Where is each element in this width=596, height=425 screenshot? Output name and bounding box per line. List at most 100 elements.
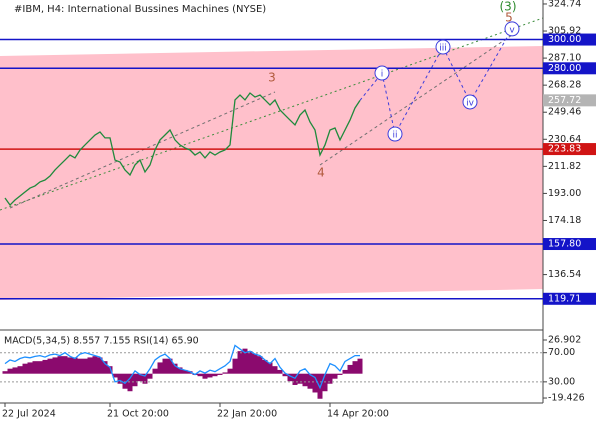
macd-bar: [102, 361, 108, 374]
macd-bar: [137, 373, 143, 382]
macd-bar: [2, 371, 8, 374]
macd-bar: [182, 369, 188, 374]
macd-bar: [122, 373, 128, 389]
level-label: 280.00: [548, 63, 581, 74]
macd-bar: [12, 367, 18, 374]
macd-bar: [237, 351, 243, 374]
macd-bar: [22, 363, 28, 374]
y-tick-label: 249.46: [548, 107, 581, 118]
macd-bar: [312, 373, 318, 393]
macd-bar: [37, 361, 43, 374]
wave-label: iv: [466, 98, 475, 108]
macd-bar: [172, 363, 178, 374]
macd-bar: [92, 356, 98, 374]
trend-line: [319, 34, 513, 166]
macd-bar: [162, 358, 168, 374]
macd-bar: [157, 362, 163, 374]
macd-bar: [147, 373, 153, 379]
price-tag: [543, 94, 596, 107]
wave-marker: [374, 65, 390, 81]
macd-bar: [42, 359, 48, 374]
macd-bar: [302, 373, 308, 387]
wave-label: v: [509, 25, 515, 35]
wave-label: 4: [317, 165, 325, 179]
macd-bar: [277, 369, 283, 374]
macd-bar: [82, 358, 88, 374]
macd-bar: [347, 364, 353, 374]
rsi-line: [4, 344, 360, 390]
macd-bar: [107, 366, 113, 374]
macd-bar: [322, 373, 328, 392]
macd-bar: [7, 368, 13, 374]
macd-bar: [287, 373, 293, 382]
level-label: 119.71: [548, 293, 581, 304]
macd-bar: [352, 361, 358, 374]
level-label: 223.83: [548, 144, 581, 155]
macd-bar: [117, 373, 123, 384]
macd-bar: [167, 358, 173, 374]
wave-label: 5: [505, 10, 513, 24]
macd-bar: [47, 358, 53, 374]
macd-bar: [242, 348, 248, 374]
price-label: 257.72: [548, 95, 581, 106]
macd-bar: [17, 366, 23, 374]
price-line: [4, 92, 361, 207]
level-tag: [543, 238, 596, 251]
macd-bar: [342, 369, 348, 374]
macd-bar: [217, 373, 223, 375]
x-tick-label: 21 Oct 20:00: [107, 409, 169, 420]
level-tag: [543, 62, 596, 75]
wave-label: (3): [500, 0, 517, 14]
macd-bar: [247, 351, 253, 374]
y-tick-label: 211.82: [548, 161, 581, 172]
level-label: 157.80: [548, 239, 581, 250]
x-tick-label: 22 Jul 2024: [2, 409, 56, 420]
macd-bar: [27, 362, 33, 374]
wave-marker: [435, 39, 451, 55]
macd-bar: [152, 368, 158, 374]
x-tick-label: 22 Jan 20:00: [217, 409, 277, 420]
macd-bar: [267, 362, 273, 374]
wave-label: ii: [392, 131, 397, 141]
y-tick-label: 305.92: [548, 26, 581, 37]
macd-bar: [292, 373, 298, 385]
macd-bar: [52, 357, 58, 374]
macd-bar: [297, 373, 303, 384]
macd-bar: [127, 373, 133, 392]
wave-marker: [387, 126, 403, 142]
macd-bar: [32, 361, 38, 374]
wave-label: iii: [439, 44, 447, 54]
macd-bar: [272, 366, 278, 374]
macd-bar: [252, 353, 258, 374]
wave-label: 3: [268, 70, 276, 84]
level-tag: [543, 292, 596, 305]
macd-bar: [187, 371, 193, 374]
macd-bar: [357, 358, 363, 374]
macd-bar: [177, 367, 183, 374]
macd-bar: [227, 368, 233, 374]
macd-bar: [262, 359, 268, 374]
y2-tick-label: 30.00: [548, 376, 575, 387]
y-tick-label: 193.00: [548, 188, 581, 199]
level-label: 300.00: [548, 34, 581, 45]
macd-bar: [337, 373, 343, 375]
macd-bar: [67, 357, 73, 374]
macd-bar: [77, 358, 83, 374]
macd-bar: [142, 373, 148, 384]
macd-bar: [212, 373, 218, 377]
macd-bar: [132, 373, 138, 387]
x-tick-label: 14 Apr 20:00: [327, 409, 389, 420]
wave-marker: [504, 21, 520, 37]
y-tick-label: -19.426: [548, 393, 585, 404]
level-tag: [543, 143, 596, 156]
y-tick-label: 324.74: [548, 0, 581, 9]
macd-bar: [232, 358, 238, 374]
y-tick-label: 230.64: [548, 134, 581, 145]
macd-bar: [62, 356, 68, 374]
wave-marker: [462, 94, 478, 110]
y-tick-label: 268.28: [548, 80, 581, 91]
macd-bar: [57, 356, 63, 374]
macd-bar: [97, 357, 103, 374]
